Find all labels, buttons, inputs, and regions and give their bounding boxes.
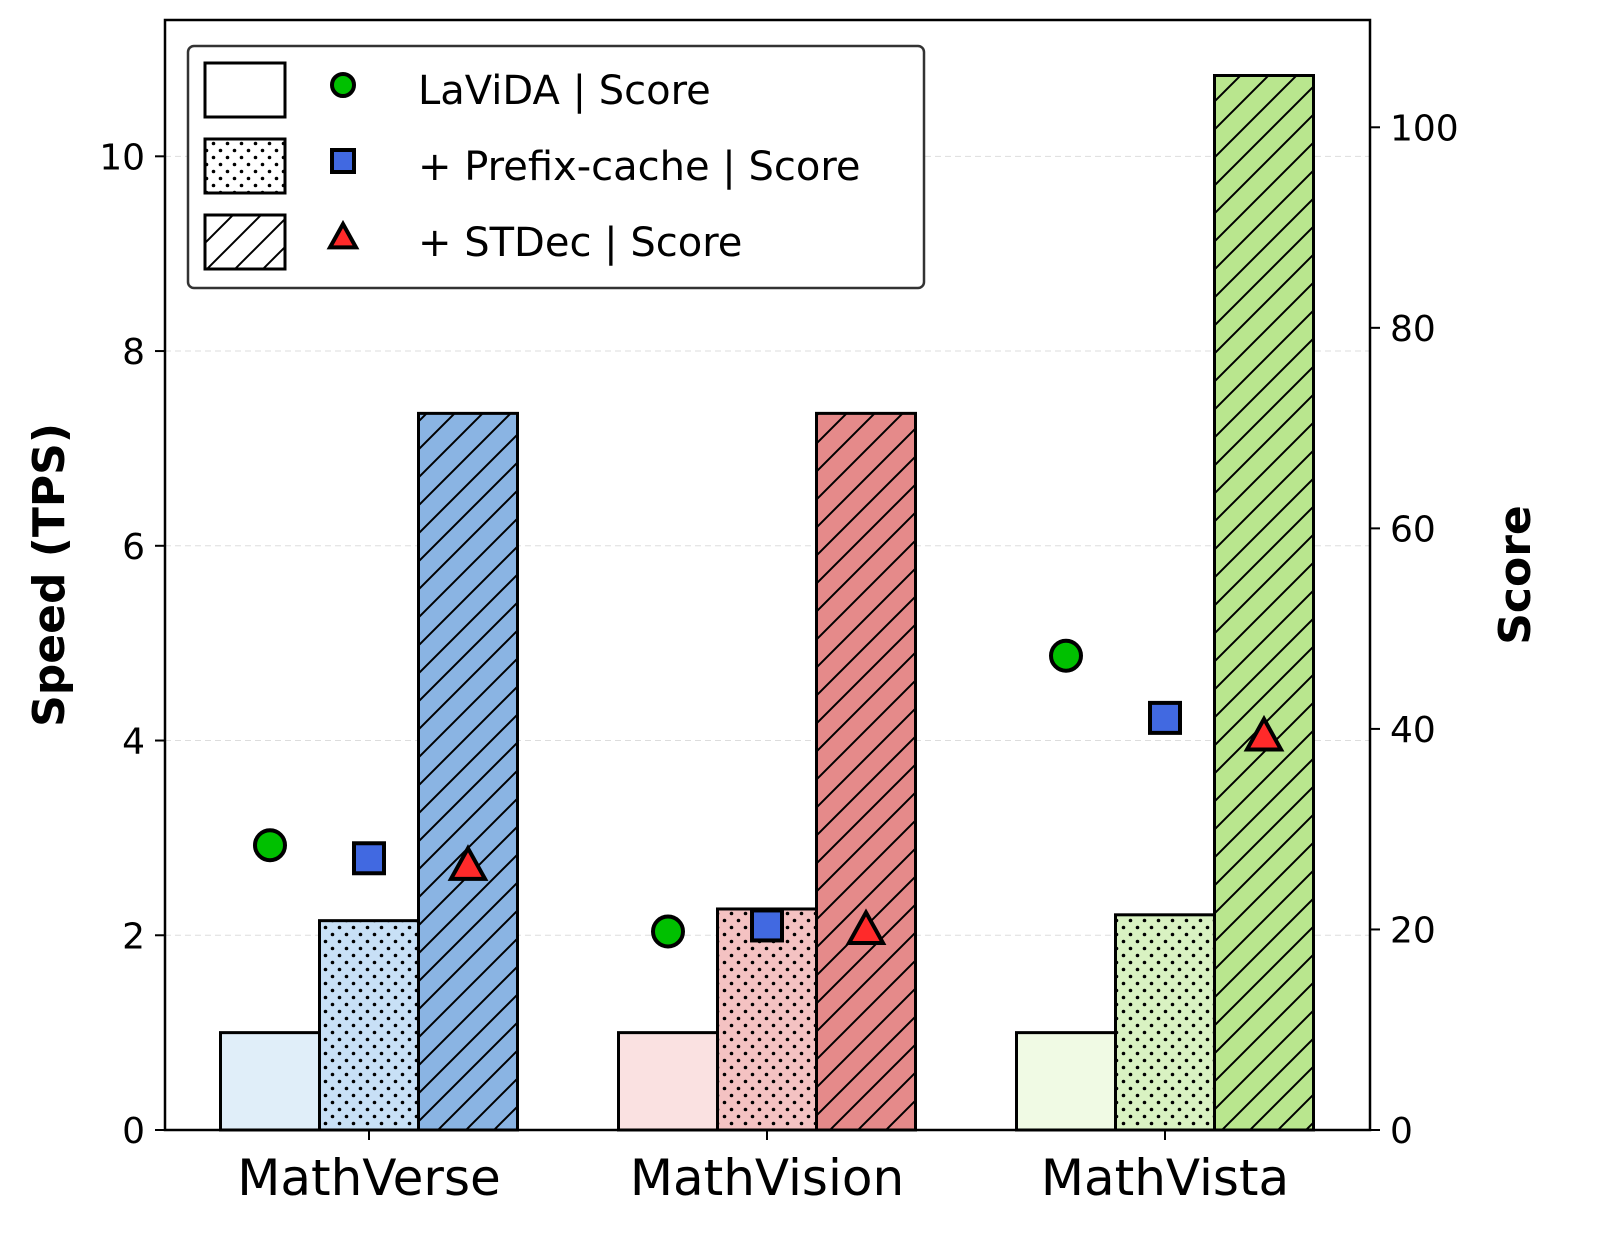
y2-tick-label: 40 [1390, 710, 1436, 751]
score-marker-triangle [447, 844, 489, 881]
legend-swatch-pattern [205, 139, 285, 193]
bar-none [1016, 1032, 1116, 1130]
score-marker-triangle [845, 908, 887, 946]
y-tick-label: 10 [99, 137, 145, 178]
y-axis-label: Speed (TPS) [24, 423, 75, 727]
x-tick-label: MathVista [1041, 1149, 1289, 1207]
legend-label: LaViDA | Score [418, 68, 711, 114]
legend-label: + STDec | Score [418, 220, 742, 266]
bars [219, 74, 1315, 1132]
legend-swatch [203, 137, 287, 195]
legend-marker-triangle [326, 219, 360, 250]
legend: LaViDA | Score + Prefix-cache | Score + ST… [186, 44, 926, 290]
legend-label: + Prefix-cache | Score [418, 144, 861, 190]
score-marker-square [352, 841, 386, 876]
y2-tick-label: 0 [1390, 1111, 1413, 1152]
score-marker-square [750, 908, 784, 943]
legend-swatch-bg [205, 63, 285, 117]
y-tick-label: 2 [122, 916, 145, 957]
y2-axis-label: Score [1490, 505, 1541, 645]
y-tick-label: 6 [122, 527, 145, 568]
bar-pattern [816, 413, 916, 1130]
bar-pattern [1214, 75, 1314, 1130]
x-tick-label: MathVision [630, 1149, 904, 1207]
y2-tick-label: 20 [1390, 910, 1436, 951]
y-tick-label: 8 [122, 332, 145, 373]
score-marker-square [1148, 700, 1182, 735]
bar-pattern [717, 908, 817, 1130]
y-tick-label: 0 [122, 1111, 145, 1152]
y2-tick-label: 80 [1390, 309, 1436, 350]
score-marker-triangle [1243, 714, 1285, 752]
bar-none [618, 1032, 718, 1130]
x-tick-label: MathVerse [237, 1149, 501, 1207]
score-markers [253, 638, 1285, 949]
y2-tick-label: 100 [1390, 108, 1459, 149]
bar-pattern [1115, 914, 1215, 1130]
legend-swatch [203, 61, 287, 119]
legend-box [186, 44, 926, 290]
score-marker-circle [253, 828, 287, 863]
legend-swatch [203, 213, 287, 271]
legend-marker-square [330, 148, 356, 174]
bar-pattern [319, 920, 419, 1130]
bar-pattern [418, 413, 518, 1130]
score-marker-circle [651, 914, 685, 949]
y-tick-label: 4 [122, 722, 145, 763]
score-marker-circle [1049, 638, 1083, 673]
legend-marker-circle [330, 72, 356, 98]
bar-none [220, 1032, 320, 1130]
legend-swatch-pattern [205, 215, 285, 269]
y2-tick-label: 60 [1390, 509, 1436, 550]
